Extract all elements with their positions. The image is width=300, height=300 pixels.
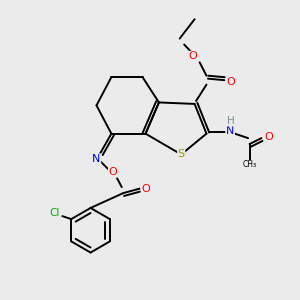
Text: O: O (227, 76, 236, 87)
Text: Cl: Cl (50, 208, 60, 218)
Text: O: O (109, 167, 117, 177)
Text: CH₃: CH₃ (242, 160, 256, 169)
Text: O: O (141, 184, 150, 194)
Text: N: N (92, 154, 101, 164)
Text: N: N (226, 126, 234, 136)
Text: O: O (264, 132, 273, 142)
Text: H: H (227, 116, 234, 126)
Text: O: O (188, 51, 197, 62)
Text: S: S (178, 149, 185, 160)
